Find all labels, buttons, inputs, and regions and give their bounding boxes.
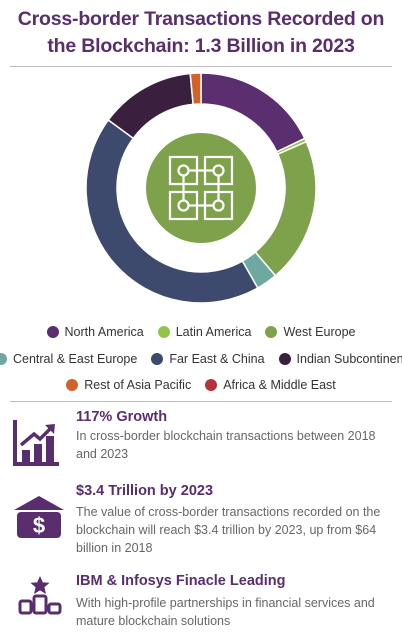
- divider-top: [10, 66, 392, 67]
- donut-slice-far-east-china: [85, 118, 259, 304]
- legend-row-1: North America Latin America West Europe: [0, 324, 402, 340]
- bank-dollar-icon: $: [14, 496, 64, 538]
- legend-label: Africa & Middle East: [223, 378, 336, 392]
- divider-bottom: [10, 401, 392, 402]
- donut-slice-indian-subcontinent: [107, 72, 194, 140]
- legend-item: Central & East Europe: [0, 351, 137, 367]
- legend-label: Latin America: [175, 325, 252, 339]
- legend-item: West Europe: [265, 324, 355, 340]
- donut-slices: [85, 72, 317, 304]
- legend-swatch: [265, 326, 278, 338]
- legend-row-3: Rest of Asia Pacific Africa & Middle Eas…: [0, 377, 402, 393]
- stat-description: With high-profile partnerships in financ…: [76, 596, 375, 628]
- legend-swatch: [151, 353, 164, 365]
- legend-item: Rest of Asia Pacific: [66, 377, 191, 393]
- legend-swatch: [66, 379, 79, 391]
- legend-swatch: [278, 353, 291, 365]
- legend-swatch: [0, 353, 7, 365]
- legend-label: Far East & China: [169, 352, 265, 366]
- legend-label: Central & East Europe: [12, 352, 138, 366]
- legend-swatch: [157, 326, 170, 338]
- donut-slice-rest-of-asia-pacific: [189, 72, 202, 106]
- stat-headline: IBM & Infosys Finacle Leading: [76, 573, 286, 589]
- donut-chart: [85, 72, 317, 304]
- donut-slice-west-europe: [254, 140, 317, 277]
- stat-description: The value of cross-border transactions r…: [76, 505, 381, 555]
- stat-headline: 117% Growth: [76, 409, 168, 425]
- title-line-1: Cross-border Transactions Recorded on: [17, 8, 385, 30]
- legend-label: North America: [64, 325, 144, 339]
- legend-item: Indian Subcontinent: [278, 351, 402, 367]
- legend-label: Indian Subcontinent: [296, 352, 402, 366]
- legend-label: Rest of Asia Pacific: [84, 378, 192, 392]
- legend-item: North America: [46, 324, 144, 340]
- legend-swatch: [46, 326, 59, 338]
- legend-item: Latin America: [157, 324, 252, 340]
- blockchain-network-icon: [168, 155, 234, 221]
- title-line-2: the Blockchain: 1.3 Billion in 2023: [47, 35, 355, 57]
- legend-label: West Europe: [283, 325, 356, 339]
- stat-headline: $3.4 Trillion by 2023: [76, 483, 214, 499]
- donut-center-circle: [146, 133, 256, 243]
- legend-row-2: Central & East Europe Far East & China I…: [0, 351, 402, 367]
- podium-star-icon: [18, 576, 62, 615]
- legend-item: Far East & China: [151, 351, 265, 367]
- growth-bar-chart-icon: [13, 420, 59, 466]
- page-title: Cross-border Transactions Recorded on th…: [0, 6, 402, 60]
- legend-swatch: [205, 379, 218, 391]
- stat-description: In cross-border blockchain transactions …: [76, 429, 376, 461]
- svg-text:$: $: [33, 513, 45, 538]
- legend-item: Africa & Middle East: [205, 377, 336, 393]
